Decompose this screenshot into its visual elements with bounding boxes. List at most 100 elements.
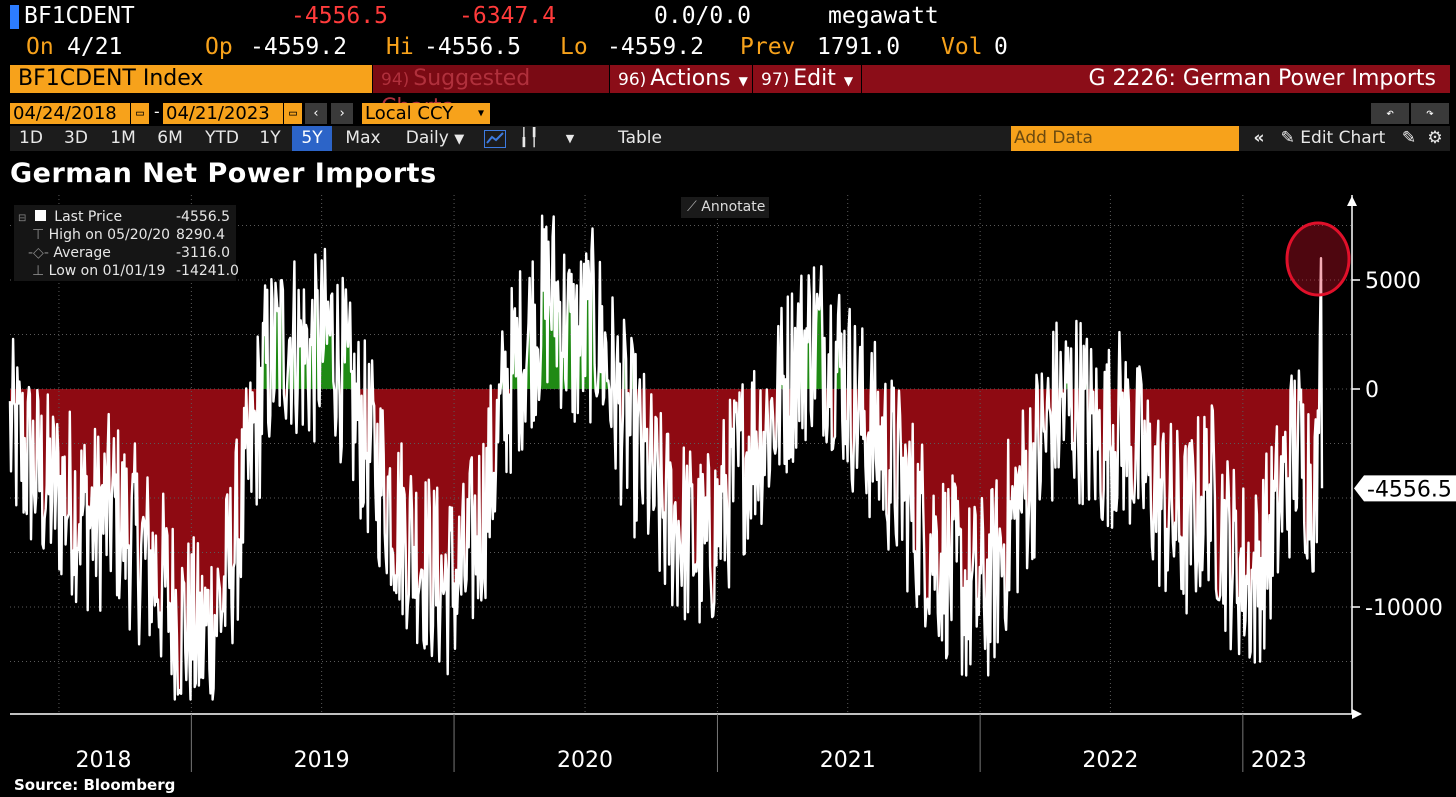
- net-change: -6347.4: [459, 3, 556, 29]
- unit-label: megawatt: [828, 3, 939, 29]
- period-ytd[interactable]: YTD: [205, 128, 239, 148]
- last-value-tag: [1354, 475, 1456, 502]
- chart-title: German Net Power Imports: [10, 158, 437, 189]
- series-line-last-price: [8, 214, 1324, 701]
- high-label: Hi: [386, 34, 414, 60]
- currency-select[interactable]: Local CCY: [362, 103, 472, 124]
- edit-options-icon[interactable]: ✎: [1401, 128, 1417, 148]
- prev-label: Prev: [740, 34, 796, 60]
- legend-row-low: ⊥ Low on 01/01/19 -14241.0: [18, 262, 239, 280]
- table-button[interactable]: Table: [618, 128, 662, 148]
- y-tick-label: 0: [1365, 378, 1379, 403]
- legend-label: Low on 01/01/19: [48, 263, 166, 279]
- prev-value: 1791.0: [817, 34, 901, 60]
- y-tick-label: -10000: [1365, 596, 1443, 621]
- period-1m[interactable]: 1M: [110, 128, 136, 148]
- redo-icon[interactable]: ↷: [1411, 103, 1449, 124]
- high-marker-icon: ⊤: [32, 227, 45, 243]
- legend-label: Average: [53, 245, 111, 261]
- last-value-label: -4556.5: [1367, 477, 1452, 502]
- y-axis-arrow: [1347, 196, 1357, 206]
- chevron-down-icon[interactable]: ▼: [565, 132, 575, 145]
- edit-chart-button[interactable]: ✎ Edit Chart: [1278, 126, 1388, 151]
- undo-icon[interactable]: ↶: [1371, 103, 1409, 124]
- period-1d[interactable]: 1D: [19, 128, 43, 148]
- calendar-icon[interactable]: ▭: [131, 103, 149, 124]
- security-field[interactable]: BF1CDENT Index: [10, 65, 372, 93]
- chevron-down-icon[interactable]: ▼: [472, 103, 490, 124]
- x-year-label: 2020: [557, 748, 613, 773]
- frequency-label: Daily: [405, 128, 449, 148]
- legend-row-average: -◇- Average -3116.0: [18, 244, 234, 262]
- legend-value: -14241.0: [176, 263, 239, 279]
- security-marker: [10, 5, 19, 29]
- legend-label: High on 05/20/20: [48, 227, 171, 243]
- annotate-label: Annotate: [701, 199, 766, 215]
- on-label: On: [26, 34, 54, 60]
- function-title: G 2226: German Power Imports: [862, 65, 1450, 93]
- low-label: Lo: [560, 34, 588, 60]
- actions-menu[interactable]: 96) Actions ▼: [610, 65, 752, 93]
- source-note: Source: Bloomberg: [14, 776, 176, 794]
- legend-row-high: ⊤ High on 05/20/20 8290.4: [18, 226, 234, 244]
- legend-value: -3116.0: [176, 245, 231, 261]
- last-price: -4556.5: [291, 3, 388, 29]
- collapse-icon[interactable]: ⊟: [18, 213, 27, 224]
- legend-value: -4556.5: [176, 209, 231, 225]
- actions-label: Actions: [650, 66, 731, 91]
- chart-toolbar: 1D 3D 1M 6M YTD 1Y 5Y Max Daily ▼ ╽╿ ▼ T…: [10, 126, 1450, 151]
- high-value: -4556.5: [424, 34, 521, 60]
- open-label: Op: [205, 34, 233, 60]
- y-tick-label: 5000: [1365, 269, 1421, 294]
- chart-legend[interactable]: ⊟ Last Price -4556.5 ⊤ High on 05/20/20 …: [14, 205, 239, 281]
- add-data-input[interactable]: Add Data: [1011, 126, 1239, 151]
- chevron-down-icon: ▼: [843, 74, 854, 88]
- x-year-label: 2019: [294, 748, 350, 773]
- x-year-label: 2022: [1082, 748, 1138, 773]
- annotate-button[interactable]: ⟋ Annotate: [681, 197, 769, 218]
- edit-menu[interactable]: 97) Edit ▼: [753, 65, 861, 93]
- highlight-circle: [1285, 221, 1351, 297]
- prev-arrow-icon[interactable]: ‹: [305, 103, 327, 124]
- period-5y[interactable]: 5Y: [292, 126, 332, 151]
- suggested-fn: 94): [381, 70, 410, 90]
- x-year-label: 2023: [1251, 748, 1307, 773]
- pencil-icon: ⟋: [687, 199, 697, 215]
- frequency-select[interactable]: Daily ▼: [394, 126, 476, 151]
- bar-type-icon[interactable]: ╽╿: [518, 128, 540, 148]
- x-year-label: 2018: [76, 748, 132, 773]
- edit-fn: 97): [761, 70, 790, 90]
- legend-value: 8290.4: [176, 227, 225, 243]
- period-max[interactable]: Max: [345, 128, 381, 148]
- x-axis-arrow: [1352, 709, 1362, 719]
- gear-icon[interactable]: ⚙: [1427, 128, 1443, 148]
- line-chart-icon[interactable]: [480, 126, 510, 151]
- ticker[interactable]: BF1CDENT: [24, 3, 135, 29]
- low-marker-icon: ⊥: [32, 263, 45, 279]
- date-separator: -: [152, 102, 162, 121]
- edit-chart-label: Edit Chart: [1300, 128, 1386, 148]
- legend-row-last: ⊟ Last Price -4556.5: [18, 208, 234, 226]
- on-value: 4/21: [67, 34, 123, 60]
- start-date-input[interactable]: 04/24/2018: [10, 103, 130, 124]
- low-value: -4559.2: [607, 34, 704, 60]
- calendar-icon[interactable]: ▭: [284, 103, 302, 124]
- pencil-icon: ✎: [1280, 128, 1295, 148]
- chevron-down-icon: ▼: [738, 74, 748, 88]
- edit-label: Edit: [793, 66, 836, 91]
- negative-fill-area: [10, 389, 1322, 700]
- chevron-down-icon: ▼: [454, 132, 465, 147]
- end-date-input[interactable]: 04/21/2023: [163, 103, 283, 124]
- period-6m[interactable]: 6M: [157, 128, 183, 148]
- volume-value: 0: [994, 34, 1008, 60]
- actions-fn: 96): [618, 70, 647, 90]
- series-swatch: [34, 210, 46, 221]
- next-arrow-icon[interactable]: ›: [331, 103, 353, 124]
- collapse-icon[interactable]: «: [1253, 128, 1265, 148]
- open-value: -4559.2: [250, 34, 347, 60]
- x-year-label: 2021: [820, 748, 876, 773]
- period-3d[interactable]: 3D: [64, 128, 88, 148]
- period-1y[interactable]: 1Y: [259, 128, 281, 148]
- legend-label: Last Price: [54, 209, 123, 225]
